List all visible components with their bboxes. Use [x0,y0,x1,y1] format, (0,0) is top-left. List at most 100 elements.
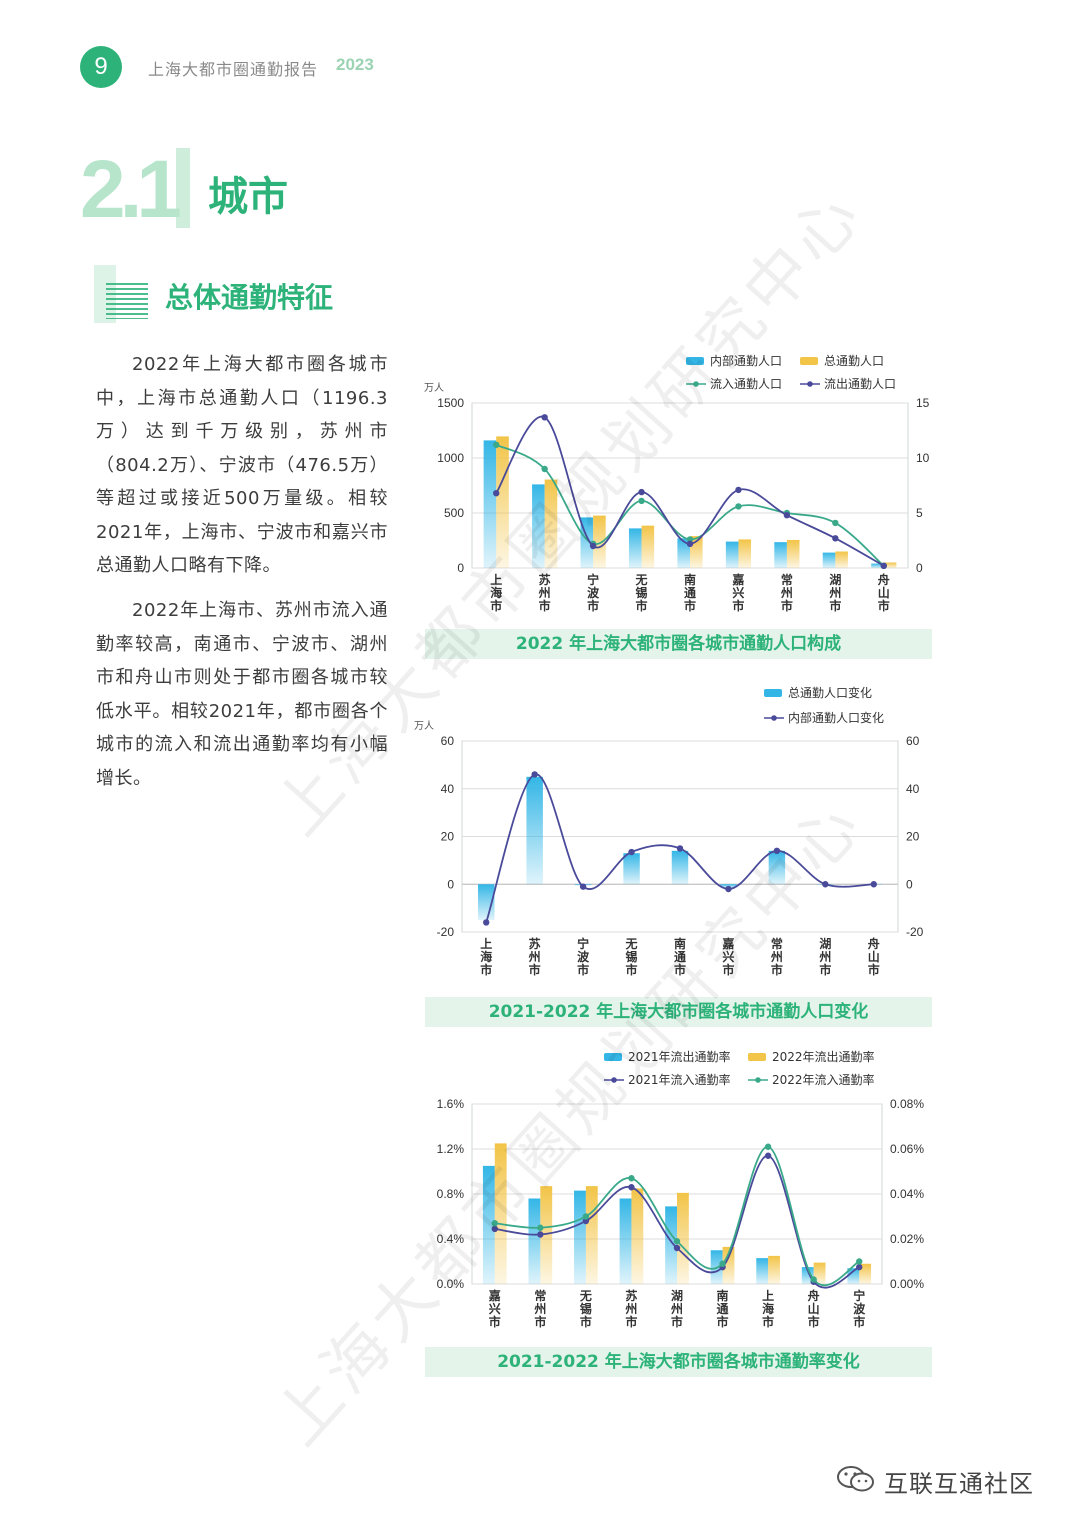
series-point [537,1224,544,1231]
bar [768,850,786,885]
y-tick-left: 1500 [437,396,464,410]
subsection-deco-lines [106,283,148,319]
y-tick-left: 20 [441,830,455,844]
x-tick-label: 海 [762,1301,774,1316]
x-tick-label: 无 [625,937,638,951]
bar [871,563,884,568]
x-tick-label: 山 [878,585,890,600]
legend-swatch [748,1053,766,1061]
x-tick-label: 市 [587,598,599,613]
bar [619,1198,632,1284]
series-point [673,1244,681,1252]
subsection-decoration [94,265,154,325]
x-tick-label: 市 [625,1314,637,1329]
x-tick-label: 州 [528,950,541,964]
x-tick-label: 市 [529,962,541,977]
series-point [491,1225,498,1233]
bar [540,1186,553,1284]
bar [593,515,606,568]
section-decoration [176,148,190,228]
x-tick-label: 市 [781,598,793,613]
x-tick-label: 南 [684,572,696,587]
series-line [494,1154,860,1289]
legend-swatch [800,357,818,365]
x-tick-label: 锡 [580,1301,592,1316]
series-point [686,540,694,547]
series-point [832,535,839,542]
x-tick-label: 兴 [722,949,734,964]
series-point [589,542,597,550]
x-tick-label: 常 [534,1288,546,1303]
series-point [628,848,635,856]
x-tick-label: 波 [853,1301,866,1316]
subsection-title: 总体通勤特征 [165,281,334,314]
x-tick-label: 嘉 [488,1288,501,1303]
series-point [493,490,500,497]
x-tick-label: 市 [626,962,638,977]
bar [883,562,897,568]
y-tick-right: 0 [916,561,923,575]
series-point [764,1143,772,1150]
series-point [541,414,548,421]
x-tick-label: 州 [533,1302,546,1316]
x-tick-label: 通 [717,1301,729,1316]
series-line [495,415,885,567]
x-tick-label: 市 [480,962,492,977]
body-paragraph-1: 2022年上海大都市圈各城市中，上海市总通勤人口（1196.3万）达到千万级别，… [96,354,388,576]
series-point [582,1213,590,1220]
series-point [676,845,684,852]
x-tick-label: 上 [480,936,492,951]
bar [544,479,558,568]
x-tick-label: 州 [770,950,783,964]
x-tick-label: 上 [490,572,502,587]
y-tick-left: 0.8% [437,1187,465,1201]
x-tick-label: 嘉 [731,572,744,587]
chart-commute-rate-change-svg: 0.0% 0.00% 0.4% 0.02% 0.8% 0.04% 1.2% 0.06% 1.6%… [437,1049,925,1329]
y-tick-left: 0.0% [437,1277,465,1291]
bar [722,1246,735,1284]
legend-label: 总通勤人口 [824,354,884,368]
bar [528,1198,541,1284]
series-point [735,503,742,510]
x-tick-label: 市 [878,598,890,613]
x-tick-label: 市 [732,598,744,613]
series-point [541,465,548,473]
bar [677,538,690,568]
x-tick-label: 市 [539,598,551,613]
legend-marker [611,1077,617,1083]
footer-brand-text: 互联互通社区 [884,1470,1034,1498]
bar [774,542,787,568]
y-tick-right: 0 [906,877,913,891]
x-tick-label: 苏 [539,572,551,587]
x-tick-label: 市 [808,1314,820,1329]
section-title: 城市 [208,174,288,220]
x-tick-label: 市 [868,962,880,977]
x-tick-label: 州 [780,586,793,600]
x-tick-label: 山 [868,949,880,964]
series-point [537,1231,544,1238]
x-tick-label: 市 [534,1314,546,1329]
y-tick-left: 60 [441,734,455,748]
x-tick-label: 市 [762,1314,774,1329]
bar [671,850,689,885]
report-title: 上海大都市圈通勤报告 [148,60,319,79]
x-tick-label: 南 [674,936,686,951]
x-tick-label: 山 [808,1301,820,1316]
x-tick-label: 嘉 [721,936,734,951]
x-tick-label: 市 [722,962,734,977]
x-tick-label: 通 [674,949,686,964]
x-tick-label: 宁 [853,1288,865,1303]
bar [738,539,752,568]
series-point [579,883,587,890]
x-tick-label: 无 [579,1289,592,1303]
x-tick-label: 兴 [732,585,744,600]
series-point [673,1238,681,1245]
y-tick-left: 0 [447,877,454,891]
bar [574,1190,586,1284]
y-tick-right: 0.06% [890,1142,924,1156]
bar [526,776,543,885]
y-tick-left: 1.2% [437,1142,465,1156]
legend-label: 内部通勤人口变化 [788,710,884,725]
x-tick-label: 市 [580,1314,592,1329]
